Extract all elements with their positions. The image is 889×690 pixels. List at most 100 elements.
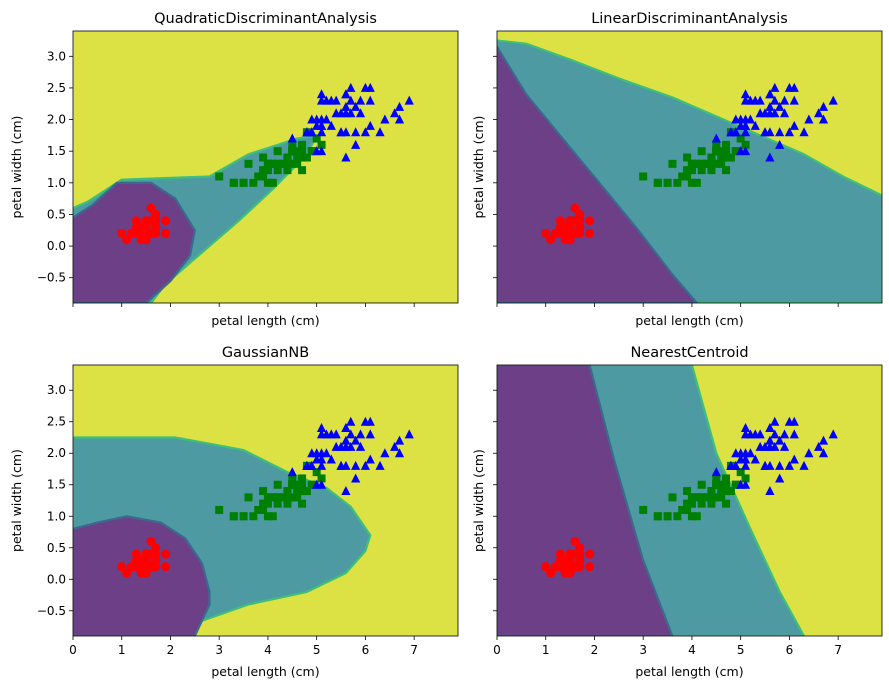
data-point-triangle	[375, 127, 385, 137]
data-point-circle	[560, 228, 570, 238]
data-point-triangle	[804, 448, 814, 458]
data-point-square	[229, 512, 238, 521]
data-point-circle	[565, 549, 575, 559]
data-point-square	[678, 172, 687, 181]
data-point-square	[663, 178, 672, 187]
data-point-triangle	[775, 473, 785, 483]
data-point-square	[263, 178, 272, 187]
data-point-triangle	[755, 441, 765, 451]
data-point-triangle	[765, 441, 775, 451]
data-point-square	[736, 468, 745, 477]
data-point-square	[298, 147, 307, 156]
data-point-triangle	[779, 441, 790, 451]
data-point-square	[697, 159, 706, 168]
data-point-square	[707, 487, 716, 496]
x-tick-label: 5	[737, 643, 745, 657]
data-point-circle	[136, 235, 146, 245]
data-point-square	[707, 153, 716, 162]
data-point-square	[229, 178, 238, 187]
data-point-circle	[570, 203, 580, 213]
y-tick-label: 3.0	[47, 49, 66, 63]
data-point-square	[639, 172, 648, 181]
data-point-triangle	[799, 127, 809, 137]
data-point-triangle	[346, 429, 356, 439]
data-point-triangle	[390, 108, 400, 118]
data-point-square	[215, 172, 224, 181]
data-point-square	[312, 134, 321, 143]
x-tick-label: 2	[167, 643, 175, 657]
data-point-square	[259, 487, 268, 496]
x-tick-label: 2	[591, 643, 599, 657]
data-point-square	[722, 147, 731, 156]
data-point-square	[288, 159, 297, 168]
data-point-square	[697, 480, 706, 489]
data-point-square	[683, 153, 692, 162]
axes-frame	[496, 30, 883, 304]
y-tick-label: 1.0	[47, 509, 66, 523]
data-point-square	[731, 480, 740, 489]
data-point-circle	[136, 222, 146, 232]
data-point-square	[273, 166, 282, 175]
data-point-triangle	[302, 460, 312, 470]
data-point-square	[673, 178, 682, 187]
data-point-circle	[146, 536, 156, 546]
data-point-square	[249, 512, 258, 521]
subplot-title: GaussianNB	[222, 345, 309, 361]
data-point-triangle	[814, 108, 824, 118]
data-point-square	[254, 505, 263, 514]
x-tick-label: 7	[834, 643, 842, 657]
data-point-square	[283, 153, 292, 162]
data-point-square	[687, 166, 696, 175]
data-point-triangle	[775, 127, 785, 137]
data-point-square	[722, 499, 731, 508]
data-point-triangle	[394, 448, 405, 458]
data-point-circle	[136, 555, 146, 565]
x-axis-label: petal length (cm)	[211, 313, 319, 328]
data-point-square	[683, 499, 692, 508]
data-point-triangle	[779, 95, 790, 105]
data-point-square	[712, 493, 721, 502]
data-point-square	[298, 499, 307, 508]
data-point-triangle	[740, 479, 751, 489]
data-point-triangle	[775, 101, 785, 111]
data-point-circle	[560, 562, 570, 572]
data-point-square	[293, 493, 302, 502]
data-point-triangle	[828, 95, 838, 105]
data-point-circle	[151, 209, 161, 219]
data-point-triangle	[316, 423, 327, 433]
data-point-triangle	[740, 460, 751, 470]
data-point-triangle	[726, 127, 736, 137]
data-point-square	[717, 493, 726, 502]
data-point-square	[726, 487, 735, 496]
data-point-square	[268, 159, 277, 168]
data-point-square	[678, 505, 687, 514]
data-point-square	[283, 493, 292, 502]
data-point-square	[283, 499, 292, 508]
data-point-square	[239, 512, 248, 521]
data-point-square	[692, 159, 701, 168]
data-point-square	[683, 505, 692, 514]
data-point-triangle	[316, 127, 327, 137]
data-point-circle	[151, 543, 161, 553]
data-point-square	[712, 147, 721, 156]
data-point-triangle	[740, 423, 751, 433]
data-point-square	[283, 487, 292, 496]
data-point-square	[697, 499, 706, 508]
data-point-triangle	[789, 429, 799, 439]
axes-frame	[72, 30, 459, 304]
data-point-square	[707, 159, 716, 168]
data-point-square	[722, 487, 731, 496]
data-point-square	[731, 147, 740, 156]
data-point-square	[283, 159, 292, 168]
data-point-circle	[560, 568, 570, 578]
data-point-triangle	[394, 435, 405, 445]
data-point-triangle	[740, 127, 751, 137]
data-point-square	[268, 178, 277, 187]
data-point-triangle	[365, 120, 375, 130]
data-point-square	[717, 153, 726, 162]
data-point-triangle	[779, 108, 790, 118]
data-point-triangle	[341, 435, 351, 445]
data-point-triangle	[731, 448, 741, 458]
data-point-square	[302, 153, 311, 162]
subplot-1: −0.5 0.0 0.5 1.0 1.5 2.0 2.5 3.0 QuadraticDiscri…	[9, 11, 459, 328]
